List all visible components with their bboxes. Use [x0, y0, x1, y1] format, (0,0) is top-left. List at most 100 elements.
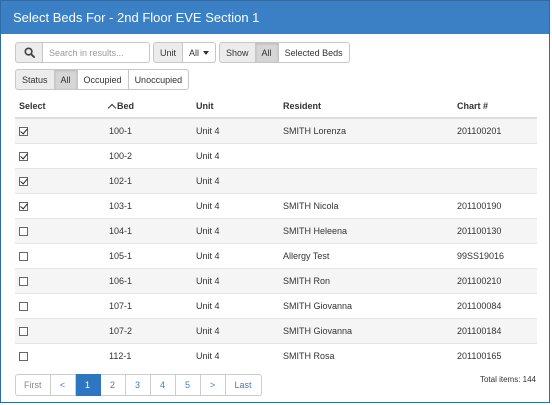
column-header-bed-label: Bed: [117, 101, 135, 111]
status-unoccupied-button[interactable]: Unoccupied: [128, 69, 190, 90]
show-all-button[interactable]: All: [255, 42, 279, 63]
unit-dropdown-value: All: [189, 47, 200, 58]
bed-cell: 100-2: [109, 143, 196, 169]
unit-label: Unit: [153, 42, 184, 63]
search-icon: [23, 47, 35, 58]
chart-cell: 201100201: [457, 117, 537, 144]
chart-cell: 201100184: [457, 318, 537, 344]
resident-cell: SMITH Ron: [283, 268, 457, 294]
page-1-button[interactable]: 1: [75, 374, 101, 396]
beds-table: Select Bed Unit Resident Chart # 100-1 Un…: [15, 95, 537, 368]
sort-ascending-icon: [107, 103, 117, 112]
unit-cell: Unit 4: [196, 243, 283, 269]
row-select-checkbox[interactable]: [19, 352, 28, 362]
row-select-checkbox[interactable]: [19, 202, 28, 212]
chart-cell: [457, 168, 537, 194]
unit-cell: Unit 4: [196, 293, 283, 319]
chart-cell: 201100190: [457, 193, 537, 219]
column-header-bed[interactable]: Bed: [107, 95, 196, 119]
select-cell: [15, 268, 109, 294]
page-first-button[interactable]: First: [15, 374, 51, 396]
chart-cell: [457, 143, 537, 169]
resident-cell: SMITH Rosa: [283, 343, 457, 368]
status-all-button[interactable]: All: [54, 69, 78, 90]
select-cell: [15, 168, 109, 194]
table-row[interactable]: 100-1 Unit 4 SMITH Lorenza 201100201: [15, 117, 537, 144]
column-header-unit[interactable]: Unit: [196, 95, 283, 119]
show-label: Show: [219, 42, 256, 63]
status-occupied-button[interactable]: Occupied: [77, 69, 129, 90]
table-row[interactable]: 107-1 Unit 4 SMITH Giovanna 201100084: [15, 293, 537, 319]
page-next-button[interactable]: >: [200, 374, 226, 396]
column-header-select[interactable]: Select: [15, 95, 109, 119]
resident-cell: SMITH Nicola: [283, 193, 457, 219]
resident-cell: SMITH Heleena: [283, 218, 457, 244]
unit-cell: Unit 4: [196, 343, 283, 368]
table-row[interactable]: 105-1 Unit 4 Allergy Test 99SS19016: [15, 243, 537, 269]
pagination: First < 1 2 3 4 5 > Last: [15, 374, 262, 396]
bed-cell: 100-1: [109, 117, 196, 144]
chart-cell: 201100210: [457, 268, 537, 294]
select-cell: [15, 343, 109, 368]
unit-cell: Unit 4: [196, 117, 283, 144]
page-2-button[interactable]: 2: [100, 374, 126, 396]
table-body: 100-1 Unit 4 SMITH Lorenza 201100201 100-2 Un…: [15, 117, 537, 368]
table-row[interactable]: 104-1 Unit 4 SMITH Heleena 201100130: [15, 218, 537, 244]
filter-toolbar: Unit All Show All Selected Beds: [15, 42, 350, 63]
row-select-checkbox[interactable]: [19, 327, 28, 337]
table-row[interactable]: 107-2 Unit 4 SMITH Giovanna 201100184: [15, 318, 537, 344]
row-select-checkbox[interactable]: [19, 177, 28, 187]
status-filter-group: Status All Occupied Unoccupied: [15, 69, 190, 90]
row-select-checkbox[interactable]: [19, 302, 28, 312]
show-selected-beds-button[interactable]: Selected Beds: [278, 42, 350, 63]
bed-cell: 105-1: [109, 243, 196, 269]
page-last-button[interactable]: Last: [225, 374, 262, 396]
bed-cell: 104-1: [109, 218, 196, 244]
table-row[interactable]: 106-1 Unit 4 SMITH Ron 201100210: [15, 268, 537, 294]
row-select-checkbox[interactable]: [19, 127, 28, 137]
select-cell: [15, 243, 109, 269]
search-input[interactable]: [43, 42, 150, 63]
select-cell: [15, 293, 109, 319]
page-3-button[interactable]: 3: [125, 374, 151, 396]
chevron-down-icon: [203, 50, 210, 55]
unit-dropdown[interactable]: All: [183, 42, 217, 63]
bed-cell: 103-1: [109, 193, 196, 219]
table-row[interactable]: 112-1 Unit 4 SMITH Rosa 201100165: [15, 343, 537, 368]
table-row[interactable]: 103-1 Unit 4 SMITH Nicola 201100190: [15, 193, 537, 219]
status-label: Status: [15, 69, 55, 90]
unit-cell: Unit 4: [196, 143, 283, 169]
bed-cell: 107-2: [109, 318, 196, 344]
unit-cell: Unit 4: [196, 168, 283, 194]
select-cell: [15, 318, 109, 344]
table-header-row: Select Bed Unit Resident Chart #: [15, 95, 537, 119]
resident-cell: [283, 143, 457, 169]
column-header-resident[interactable]: Resident: [283, 95, 457, 119]
chart-cell: 201100130: [457, 218, 537, 244]
dialog-title: Select Beds For - 2nd Floor EVE Section …: [1, 1, 549, 34]
page-5-button[interactable]: 5: [175, 374, 201, 396]
bed-cell: 106-1: [109, 268, 196, 294]
unit-cell: Unit 4: [196, 318, 283, 344]
row-select-checkbox[interactable]: [19, 277, 28, 287]
unit-cell: Unit 4: [196, 218, 283, 244]
bed-cell: 112-1: [109, 343, 196, 368]
chart-cell: 201100084: [457, 293, 537, 319]
table-row[interactable]: 102-1 Unit 4: [15, 168, 537, 194]
row-select-checkbox[interactable]: [19, 227, 28, 237]
row-select-checkbox[interactable]: [19, 152, 28, 162]
page-4-button[interactable]: 4: [150, 374, 176, 396]
bed-cell: 107-1: [109, 293, 196, 319]
unit-filter-group: Unit All: [153, 42, 217, 63]
search-button[interactable]: [15, 42, 43, 63]
bed-cell: 102-1: [109, 168, 196, 194]
resident-cell: SMITH Giovanna: [283, 293, 457, 319]
resident-cell: SMITH Giovanna: [283, 318, 457, 344]
page-prev-button[interactable]: <: [50, 374, 76, 396]
chart-cell: 99SS19016: [457, 243, 537, 269]
table-row[interactable]: 100-2 Unit 4: [15, 143, 537, 169]
search-group: [15, 42, 150, 63]
select-cell: [15, 193, 109, 219]
row-select-checkbox[interactable]: [19, 252, 28, 262]
column-header-chart[interactable]: Chart #: [457, 95, 537, 119]
